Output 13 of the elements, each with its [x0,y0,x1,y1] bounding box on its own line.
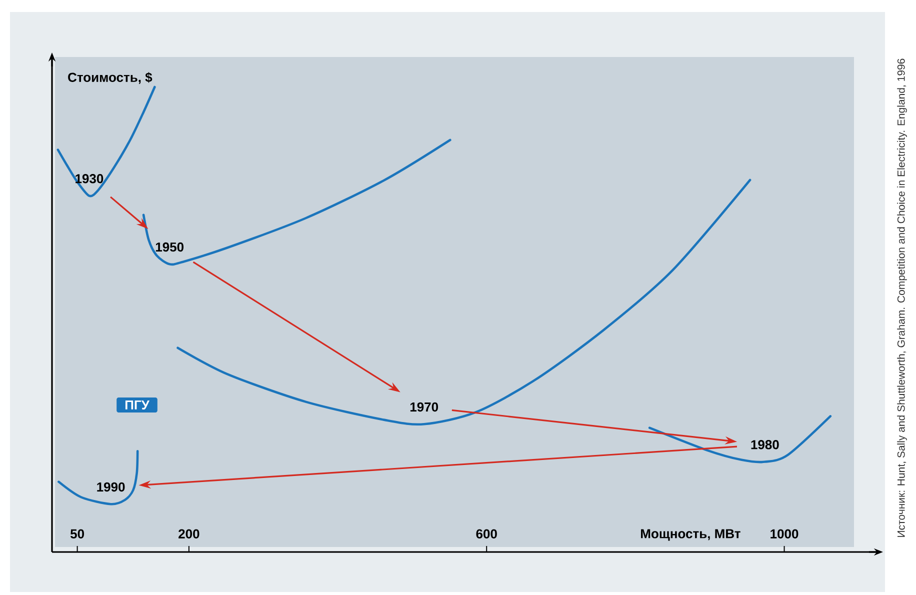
series-label: 1930 [76,174,104,184]
annotation: ПГУ [125,400,150,410]
x-tick-label: 50 [70,529,84,538]
series-label: 1990 [97,482,125,492]
series-label: 1980 [751,440,779,450]
x-axis-title: Мощность, МВт [641,529,740,541]
text: Источник: Hunt, Sally and Shuttleworth, Graham. Competition and Choice in Electricity. England, 1996 [897,58,907,537]
x-tick-label: 200 [178,529,200,538]
series-label: 1970 [410,402,438,412]
x-tick-label: 1000 [770,529,798,538]
x-tick-label: 600 [476,529,497,538]
series-label: 1950 [156,242,184,252]
y-axis-title: Стоимость, $ [68,72,152,84]
